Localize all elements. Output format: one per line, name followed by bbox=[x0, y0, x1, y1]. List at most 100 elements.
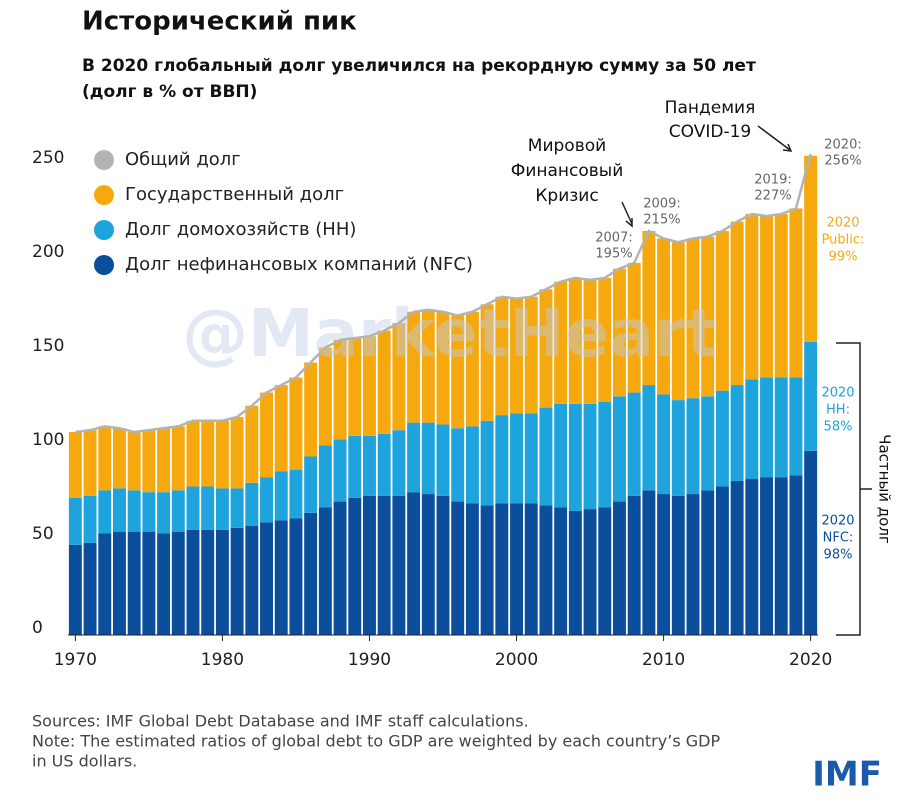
bar-segment bbox=[554, 403, 568, 508]
bar-segment bbox=[318, 507, 332, 635]
logo: IMF bbox=[812, 755, 882, 795]
bar-segment bbox=[333, 339, 347, 440]
bar-segment bbox=[495, 296, 509, 416]
bar-segment bbox=[524, 503, 538, 635]
bar-segment bbox=[480, 304, 494, 421]
bar-segment bbox=[377, 433, 391, 496]
arrow-head bbox=[782, 143, 793, 152]
annotation: NFC: bbox=[823, 531, 854, 546]
plot bbox=[68, 155, 818, 635]
legend-marker bbox=[94, 255, 114, 275]
bar-segment bbox=[480, 420, 494, 506]
bar-segment bbox=[127, 432, 141, 491]
x-tick-label: 1970 bbox=[54, 650, 97, 670]
bar-segment bbox=[804, 341, 818, 451]
annotation: 2019: bbox=[754, 173, 791, 188]
x-tick-label: 2020 bbox=[789, 650, 832, 670]
legend-label: Государственный долг bbox=[125, 184, 344, 205]
bar-segment bbox=[274, 471, 288, 521]
bar-segment bbox=[671, 242, 685, 401]
bar-segment bbox=[730, 385, 744, 481]
bar-segment bbox=[642, 385, 656, 491]
bar-segment bbox=[568, 277, 582, 404]
bar-segment bbox=[333, 501, 347, 635]
bar-segment bbox=[642, 230, 656, 386]
bar-segment bbox=[789, 377, 803, 476]
bar-segment bbox=[407, 492, 421, 635]
bar-segment bbox=[83, 430, 97, 496]
bar-segment bbox=[68, 432, 82, 498]
bar-segment bbox=[83, 542, 97, 635]
bar-segment bbox=[230, 527, 244, 635]
bar-segment bbox=[686, 398, 700, 495]
bar-segment bbox=[510, 298, 523, 414]
y-tick-label: 100 bbox=[32, 430, 64, 450]
subtitle: В 2020 глобальный долг увеличился на рек… bbox=[82, 56, 756, 76]
bar-segment bbox=[407, 311, 421, 423]
bar-segment bbox=[245, 405, 259, 483]
x-tick-label: 1980 bbox=[201, 650, 244, 670]
bar-segment bbox=[627, 495, 641, 635]
bar-segment bbox=[142, 430, 156, 493]
bar-segment bbox=[274, 520, 288, 635]
annotation: 58% bbox=[824, 420, 853, 435]
note: Note: The estimated ratios of global deb… bbox=[32, 732, 720, 751]
annotation: Частный долг bbox=[876, 434, 894, 544]
bar-segment bbox=[583, 403, 597, 510]
legend-marker bbox=[94, 220, 114, 240]
bar-segment bbox=[201, 420, 215, 487]
bar-segment bbox=[774, 214, 788, 378]
watermark: @MarketHeart bbox=[182, 295, 718, 372]
bar-segment bbox=[510, 413, 523, 504]
bar-segment bbox=[701, 490, 715, 635]
bar-segment bbox=[657, 238, 671, 395]
bar-segment bbox=[215, 420, 229, 489]
y-tick-label: 200 bbox=[32, 242, 64, 262]
bar-segment bbox=[465, 503, 479, 635]
bar-segment bbox=[171, 490, 185, 532]
annotation: Мировой bbox=[528, 136, 606, 156]
annotation: Кризис bbox=[535, 186, 598, 206]
bar-segment bbox=[583, 509, 597, 635]
subtitle: (долг в % от ВВП) bbox=[82, 82, 257, 102]
bar-segment bbox=[613, 268, 626, 397]
bar-segment bbox=[304, 362, 318, 457]
bar-segment bbox=[745, 479, 759, 635]
annotation: 2020 bbox=[826, 216, 859, 231]
bar-segment bbox=[598, 277, 612, 402]
legend-marker bbox=[94, 150, 114, 170]
bar-segment bbox=[657, 494, 671, 635]
annotation: Пандемия bbox=[665, 98, 756, 118]
annotation: 2020: bbox=[824, 138, 861, 153]
bar-segment bbox=[730, 480, 744, 635]
bar-segment bbox=[68, 497, 82, 545]
bar-segment bbox=[289, 469, 303, 519]
y-tick-label: 150 bbox=[32, 336, 64, 356]
annotation: 2020 bbox=[821, 514, 854, 529]
bar-segment bbox=[142, 531, 156, 635]
bar-segment bbox=[745, 379, 759, 480]
annotation: 98% bbox=[824, 548, 853, 563]
bar-segment bbox=[98, 426, 112, 491]
bar-segment bbox=[613, 501, 626, 635]
bar-segment bbox=[113, 488, 126, 532]
bar-segment bbox=[554, 507, 568, 635]
legend-label: Долг нефинансовых компаний (NFC) bbox=[125, 254, 473, 275]
annotation: 2009: bbox=[643, 197, 680, 212]
bar-segment bbox=[789, 208, 803, 378]
bar-segment bbox=[421, 494, 435, 635]
bar-segment bbox=[583, 279, 597, 404]
bar-segment bbox=[671, 400, 685, 496]
bar-segment bbox=[451, 315, 465, 429]
bar-segment bbox=[421, 309, 435, 423]
bar-segment bbox=[760, 377, 773, 478]
total-line bbox=[75, 153, 812, 434]
bar-segment bbox=[157, 533, 171, 635]
bar-segment bbox=[465, 426, 479, 504]
bar-segment bbox=[804, 450, 818, 635]
x-tick-label: 1990 bbox=[348, 650, 391, 670]
bar-segment bbox=[289, 377, 303, 470]
bar-segment bbox=[701, 396, 715, 491]
bar-segment bbox=[701, 236, 715, 397]
bar-segment bbox=[348, 497, 362, 635]
